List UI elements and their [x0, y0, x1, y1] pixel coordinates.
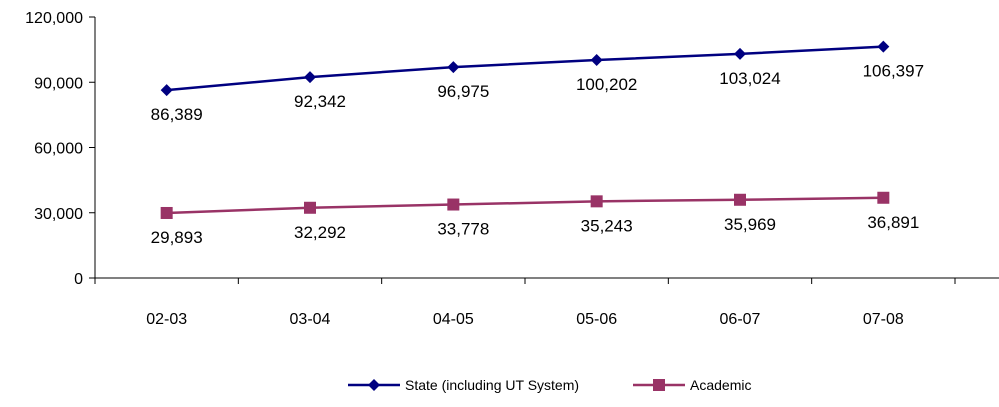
- data-label: 35,243: [581, 216, 633, 235]
- data-point-diamond: [160, 84, 173, 97]
- x-tick-label: 03-04: [290, 311, 331, 328]
- data-label: 103,024: [719, 69, 780, 88]
- legend-marker-square: [653, 379, 665, 391]
- data-point-square: [734, 193, 746, 206]
- legend-label-academic: Academic: [690, 377, 751, 393]
- x-tick-label: 06-07: [720, 311, 761, 328]
- data-label: 96,975: [437, 82, 489, 101]
- data-point-diamond: [304, 71, 316, 84]
- y-tick-label: 120,000: [25, 10, 83, 27]
- y-tick-label: 0: [74, 271, 83, 288]
- data-point-diamond: [447, 61, 460, 74]
- y-tick-label: 30,000: [34, 206, 83, 223]
- x-tick-label: 07-08: [863, 311, 904, 328]
- data-point-square: [877, 191, 890, 204]
- data-label: 86,389: [151, 105, 203, 124]
- legend-label-state: State (including UT System): [405, 377, 579, 393]
- x-tick-label: 02-03: [146, 311, 187, 328]
- data-point-square: [590, 195, 603, 208]
- data-point-diamond: [734, 47, 746, 60]
- data-point-square: [304, 201, 316, 214]
- y-tick-label: 60,000: [34, 141, 83, 158]
- data-point-diamond: [590, 54, 603, 67]
- data-label: 32,292: [294, 223, 346, 242]
- y-tick-label: 90,000: [34, 75, 83, 92]
- data-label: 35,969: [724, 215, 776, 234]
- data-label: 106,397: [863, 62, 924, 81]
- data-point-square: [447, 198, 460, 211]
- x-tick-label: 05-06: [576, 311, 617, 328]
- data-label: 92,342: [294, 92, 346, 111]
- data-label: 100,202: [576, 75, 637, 94]
- data-point-square: [160, 206, 173, 219]
- data-label: 29,893: [151, 228, 203, 247]
- series-line-state: [166, 45, 884, 92]
- x-tick-label: 04-05: [433, 311, 474, 328]
- series-line-academic: [166, 196, 884, 215]
- legend-marker-diamond: [368, 379, 380, 391]
- data-label: 33,778: [437, 220, 489, 239]
- data-point-diamond: [877, 40, 890, 53]
- data-label: 36,891: [867, 213, 919, 232]
